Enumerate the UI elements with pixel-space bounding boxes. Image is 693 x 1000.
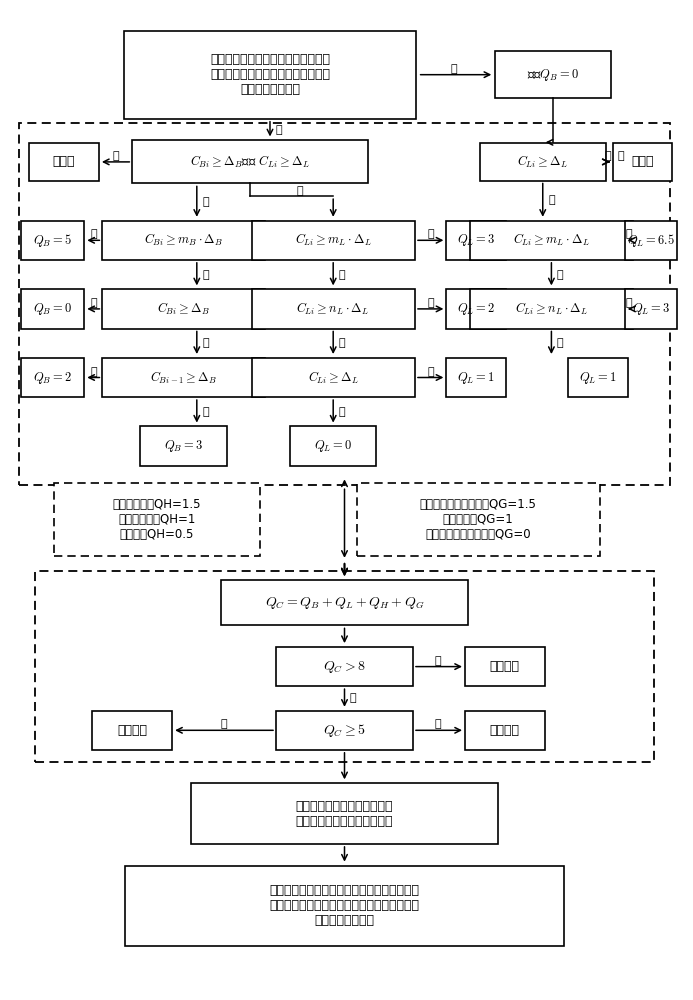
Text: 否: 否 xyxy=(556,270,563,280)
FancyBboxPatch shape xyxy=(21,358,84,397)
Text: 黄色报警: 黄色报警 xyxy=(117,724,148,737)
Text: $Q_L=3$: $Q_L=3$ xyxy=(457,232,495,248)
FancyBboxPatch shape xyxy=(252,221,414,260)
FancyBboxPatch shape xyxy=(465,711,545,750)
Text: 赋值$Q_B=0$: 赋值$Q_B=0$ xyxy=(527,67,579,83)
FancyBboxPatch shape xyxy=(446,289,506,329)
Text: 特别风险工程QH=1.5
环境重要复杂QH=1
环境一般QH=0.5: 特别风险工程QH=1.5 环境重要复杂QH=1 环境一般QH=0.5 xyxy=(113,498,201,541)
Text: $Q_L=1$: $Q_L=1$ xyxy=(579,369,617,385)
Text: 是: 是 xyxy=(90,229,97,239)
Text: 是: 是 xyxy=(427,298,434,308)
Text: $C_{Li}\geq n_L\cdot\Delta_L$: $C_{Li}\geq n_L\cdot\Delta_L$ xyxy=(515,301,588,317)
FancyBboxPatch shape xyxy=(125,866,564,946)
Text: 否: 否 xyxy=(338,270,345,280)
FancyBboxPatch shape xyxy=(102,289,265,329)
Text: $Q_L=0$: $Q_L=0$ xyxy=(314,438,353,454)
Text: 否: 否 xyxy=(350,693,356,703)
FancyBboxPatch shape xyxy=(625,221,677,260)
Text: $C_{Bi}\geq\Delta_B$: $C_{Bi}\geq\Delta_B$ xyxy=(157,301,210,317)
FancyBboxPatch shape xyxy=(470,289,633,329)
Text: $Q_B=5$: $Q_B=5$ xyxy=(33,232,72,249)
Text: 不报警: 不报警 xyxy=(53,155,75,168)
FancyBboxPatch shape xyxy=(222,580,468,625)
Text: $C_{Bi-1}\geq\Delta_B$: $C_{Bi-1}\geq\Delta_B$ xyxy=(150,369,217,386)
Text: $Q_L=1$: $Q_L=1$ xyxy=(457,369,495,385)
FancyBboxPatch shape xyxy=(277,647,413,686)
Text: 是: 是 xyxy=(625,298,632,308)
Text: 红色报警: 红色报警 xyxy=(490,660,520,673)
FancyBboxPatch shape xyxy=(21,289,84,329)
Text: 橙色报警: 橙色报警 xyxy=(490,724,520,737)
Text: $Q_C=Q_B+Q_L+Q_H+Q_G$: $Q_C=Q_B+Q_L+Q_H+Q_G$ xyxy=(265,595,424,611)
Text: 项目负责人在相应的控制窗口
中实施巡视情况的输入或选择: 项目负责人在相应的控制窗口 中实施巡视情况的输入或选择 xyxy=(296,800,393,828)
Text: $Q_B=0$: $Q_B=0$ xyxy=(33,301,72,317)
Text: 否: 否 xyxy=(556,338,563,348)
FancyBboxPatch shape xyxy=(140,426,227,466)
Text: $C_{Li}\geq\Delta_L$: $C_{Li}\geq\Delta_L$ xyxy=(517,154,568,170)
Text: $Q_C>8$: $Q_C>8$ xyxy=(323,659,366,675)
Text: 否: 否 xyxy=(221,719,227,729)
Text: 否: 否 xyxy=(112,151,119,161)
FancyBboxPatch shape xyxy=(54,483,260,556)
Text: 是: 是 xyxy=(427,367,434,377)
FancyBboxPatch shape xyxy=(123,31,416,119)
FancyBboxPatch shape xyxy=(252,358,414,397)
FancyBboxPatch shape xyxy=(92,711,172,750)
FancyBboxPatch shape xyxy=(568,358,628,397)
Text: $C_{Bi}\geq m_B\cdot\Delta_B$: $C_{Bi}\geq m_B\cdot\Delta_B$ xyxy=(144,232,223,248)
FancyBboxPatch shape xyxy=(290,426,376,466)
Text: 是: 是 xyxy=(90,298,97,308)
Text: 不报警: 不报警 xyxy=(631,155,653,168)
Text: 开挖、盾构掘进、拆撑QG=1.5
围护桩施工QG=1
底板浇筑地下结构施工QG=0: 开挖、盾构掘进、拆撑QG=1.5 围护桩施工QG=1 底板浇筑地下结构施工QG=… xyxy=(420,498,536,541)
FancyBboxPatch shape xyxy=(191,783,498,844)
Text: $Q_B=2$: $Q_B=2$ xyxy=(33,369,72,385)
Text: 否: 否 xyxy=(618,151,624,161)
FancyBboxPatch shape xyxy=(465,647,545,686)
Text: 否: 否 xyxy=(605,151,611,161)
FancyBboxPatch shape xyxy=(102,221,265,260)
Text: 否: 否 xyxy=(202,270,209,280)
Text: 项目负责人需要综合所有点的监测报警类别以
及现场巡视情况，确定整个项目的综合报警类
别（黄、橙、红）: 项目负责人需要综合所有点的监测报警类别以 及现场巡视情况，确定整个项目的综合报警… xyxy=(270,884,419,927)
FancyBboxPatch shape xyxy=(132,140,368,183)
FancyBboxPatch shape xyxy=(495,51,611,98)
Text: 是: 是 xyxy=(297,186,304,196)
Text: 是: 是 xyxy=(435,656,441,666)
Text: 测点是否属于支撑轴力、锚杆内力、
桩（墙或柱）内力、建筑物裂缝或者
地表裂缝中的一个: 测点是否属于支撑轴力、锚杆内力、 桩（墙或柱）内力、建筑物裂缝或者 地表裂缝中的… xyxy=(210,53,330,96)
FancyBboxPatch shape xyxy=(21,221,84,260)
FancyBboxPatch shape xyxy=(252,289,414,329)
Text: 否: 否 xyxy=(338,407,345,417)
FancyBboxPatch shape xyxy=(446,221,506,260)
Text: 是: 是 xyxy=(202,197,209,207)
FancyBboxPatch shape xyxy=(480,143,606,181)
FancyBboxPatch shape xyxy=(625,289,677,329)
Text: $Q_L=3$: $Q_L=3$ xyxy=(632,301,670,317)
Text: $Q_L=2$: $Q_L=2$ xyxy=(457,301,495,317)
Text: 是: 是 xyxy=(202,338,209,348)
FancyBboxPatch shape xyxy=(29,143,98,181)
FancyBboxPatch shape xyxy=(102,358,265,397)
Text: $C_{Li}\geq m_L\cdot\Delta_L$: $C_{Li}\geq m_L\cdot\Delta_L$ xyxy=(295,232,371,248)
Text: $C_{Li}\geq m_L\cdot\Delta_L$: $C_{Li}\geq m_L\cdot\Delta_L$ xyxy=(513,232,590,248)
Text: $C_{Bi}\geq\Delta_B$或者 $C_{Li}\geq\Delta_L$: $C_{Bi}\geq\Delta_B$或者 $C_{Li}\geq\Delta… xyxy=(190,154,310,170)
Text: 是: 是 xyxy=(202,407,209,417)
Text: $C_{Li}\geq n_L\cdot\Delta_L$: $C_{Li}\geq n_L\cdot\Delta_L$ xyxy=(297,301,370,317)
FancyBboxPatch shape xyxy=(470,221,633,260)
Text: 否: 否 xyxy=(90,367,97,377)
Text: $Q_B=3$: $Q_B=3$ xyxy=(164,438,203,454)
Text: 否: 否 xyxy=(275,125,282,135)
Text: 是: 是 xyxy=(451,64,457,74)
FancyBboxPatch shape xyxy=(613,143,672,181)
Text: 是: 是 xyxy=(625,229,632,239)
Text: 是: 是 xyxy=(427,229,434,239)
Text: 是: 是 xyxy=(548,195,554,205)
FancyBboxPatch shape xyxy=(277,711,413,750)
Text: 是: 是 xyxy=(435,719,441,729)
Text: $Q_L=6.5$: $Q_L=6.5$ xyxy=(627,232,675,249)
FancyBboxPatch shape xyxy=(357,483,599,556)
FancyBboxPatch shape xyxy=(446,358,506,397)
Text: $C_{Li}\geq\Delta_L$: $C_{Li}\geq\Delta_L$ xyxy=(308,369,359,386)
Text: $Q_C\geq5$: $Q_C\geq5$ xyxy=(323,722,366,739)
Text: 否: 否 xyxy=(338,338,345,348)
